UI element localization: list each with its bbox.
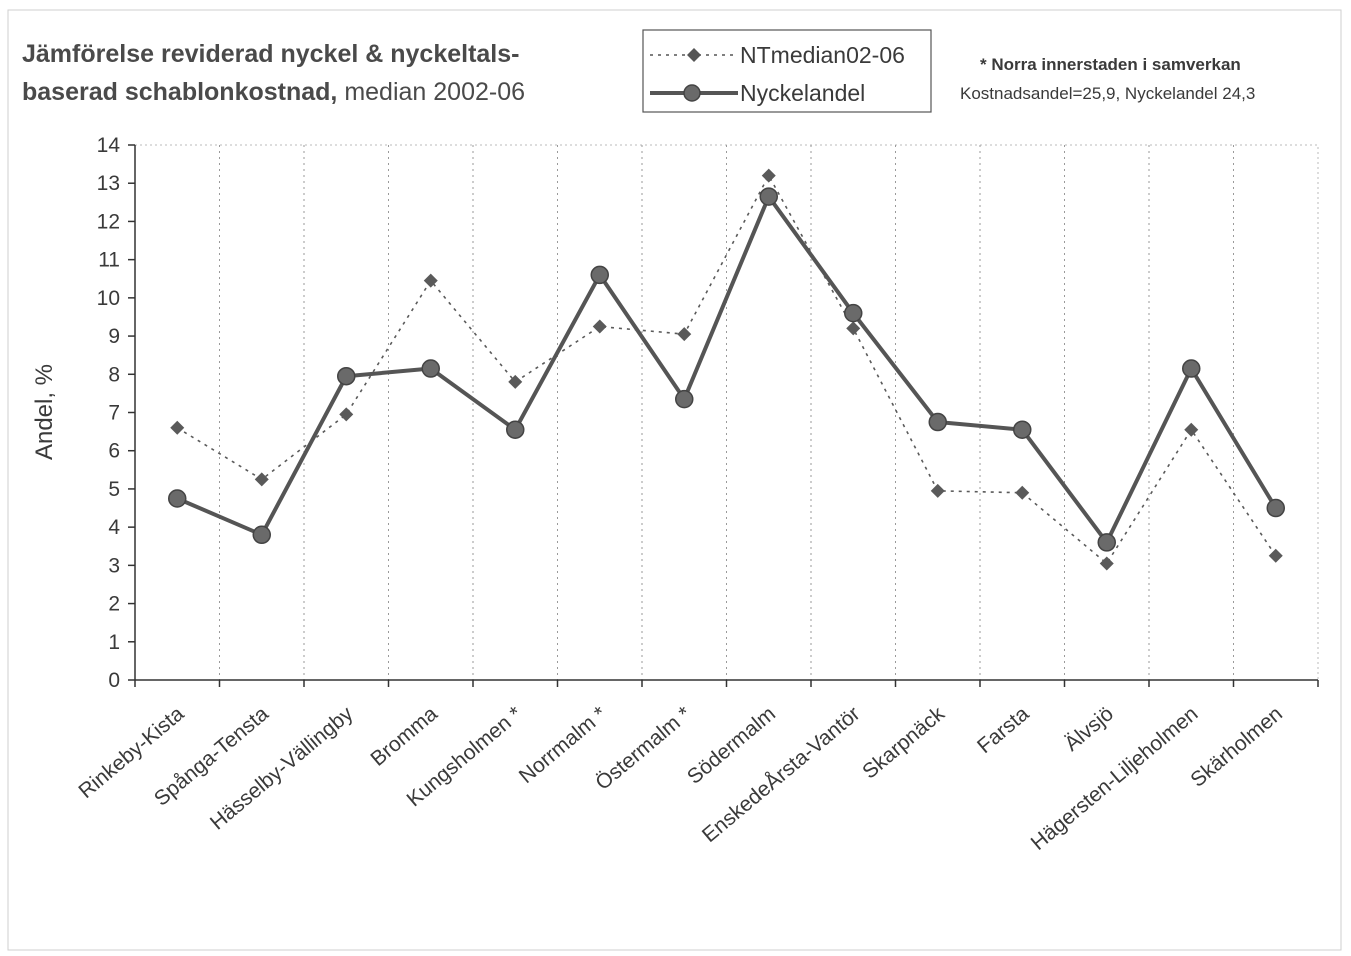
x-category-label: EnskedeÅrsta-Vantör	[698, 702, 864, 847]
data-point-nyckelandel	[675, 389, 694, 409]
data-point-nyckelandel	[421, 359, 440, 378]
series-ntmedian	[170, 168, 1283, 571]
data-point-nyckelandel	[168, 489, 187, 508]
chart-title-line1: Jämförelse reviderad nyckel & nyckeltals…	[22, 40, 520, 68]
legend-ny-marker	[683, 84, 701, 102]
x-axis: Rinkeby-KistaSpånga-TenstaHässelby-Välli…	[74, 679, 1319, 855]
y-tick-label: 12	[97, 210, 120, 233]
x-category-label: Skärholmen	[1186, 702, 1287, 792]
legend: NTmedian02-06 Nyckelandel	[642, 29, 932, 113]
data-point-nyckelandel	[506, 420, 525, 439]
chart-title-line2-normal: median 2002-06	[337, 78, 525, 106]
legend-nt-label: NTmedian02-06	[740, 42, 905, 68]
data-point-nyckelandel	[759, 187, 778, 206]
data-point-nyckelandel	[1182, 359, 1201, 378]
data-point-ntmedian	[930, 483, 945, 498]
y-tick-label: 8	[108, 363, 120, 386]
y-tick-label: 6	[108, 440, 120, 463]
x-category-label: Hässelby-Vällingby	[206, 702, 358, 835]
y-tick-label: 13	[97, 172, 120, 195]
y-tick-label: 10	[97, 287, 120, 310]
data-point-ntmedian	[1099, 556, 1114, 571]
x-category-label: Bromma	[366, 702, 442, 771]
y-tick-label: 4	[108, 516, 120, 539]
grid-lines	[219, 145, 1234, 680]
data-point-ntmedian	[1268, 548, 1283, 563]
y-tick-label: 3	[108, 554, 120, 577]
data-point-nyckelandel	[337, 366, 356, 386]
chart-title-line2: baserad schablonkostnad, median 2002-06	[22, 78, 525, 106]
series-line-nyckelandel	[176, 194, 1278, 545]
data-point-nyckelandel	[844, 303, 863, 323]
data-point-nyckelandel	[1013, 420, 1032, 439]
y-tick-label: 7	[108, 402, 120, 425]
note-line1: * Norra innerstaden i samverkan	[980, 55, 1241, 74]
data-point-ntmedian	[846, 321, 861, 336]
data-point-nyckelandel	[1097, 533, 1116, 552]
plot-frame	[134, 144, 1319, 681]
chart-title-line2-bold: baserad schablonkostnad,	[22, 78, 337, 106]
data-point-ntmedian	[677, 327, 692, 342]
plot-area-border	[134, 144, 1319, 681]
data-point-nyckelandel	[928, 412, 947, 432]
data-point-ntmedian	[1184, 422, 1199, 437]
data-point-nyckelandel	[1266, 498, 1285, 518]
y-tick-label: 9	[108, 325, 120, 348]
data-point-ntmedian	[170, 420, 185, 435]
y-tick-label: 1	[108, 631, 120, 654]
x-category-label: Farsta	[973, 702, 1034, 758]
y-tick-label: 0	[108, 669, 120, 692]
data-point-ntmedian	[592, 319, 607, 334]
data-point-ntmedian	[1015, 485, 1030, 500]
data-point-nyckelandel	[252, 525, 271, 545]
series-nyckelandel	[168, 187, 1285, 552]
data-point-ntmedian	[761, 168, 776, 183]
x-category-label: Älvsjö	[1060, 702, 1118, 756]
data-point-nyckelandel	[590, 265, 609, 285]
data-point-ntmedian	[508, 374, 523, 389]
x-category-label: Hägersten-Liljeholmen	[1027, 702, 1203, 855]
legend-ny-label: Nyckelandel	[740, 80, 865, 106]
data-point-ntmedian	[339, 407, 354, 422]
legend-nt-marker	[687, 48, 701, 62]
y-tick-label: 5	[108, 478, 120, 501]
y-tick-label: 2	[108, 593, 120, 616]
y-tick-label: 11	[98, 249, 120, 272]
data-point-ntmedian	[254, 472, 269, 487]
chart-frame	[7, 9, 1342, 951]
note-line2: Kostnadsandel=25,9, Nyckelandel 24,3	[960, 84, 1255, 103]
y-axis-label: Andel, %	[31, 364, 58, 460]
x-category-label: Skarpnäck	[858, 702, 949, 784]
data-point-ntmedian	[423, 273, 438, 288]
y-tick-label: 14	[97, 134, 121, 157]
